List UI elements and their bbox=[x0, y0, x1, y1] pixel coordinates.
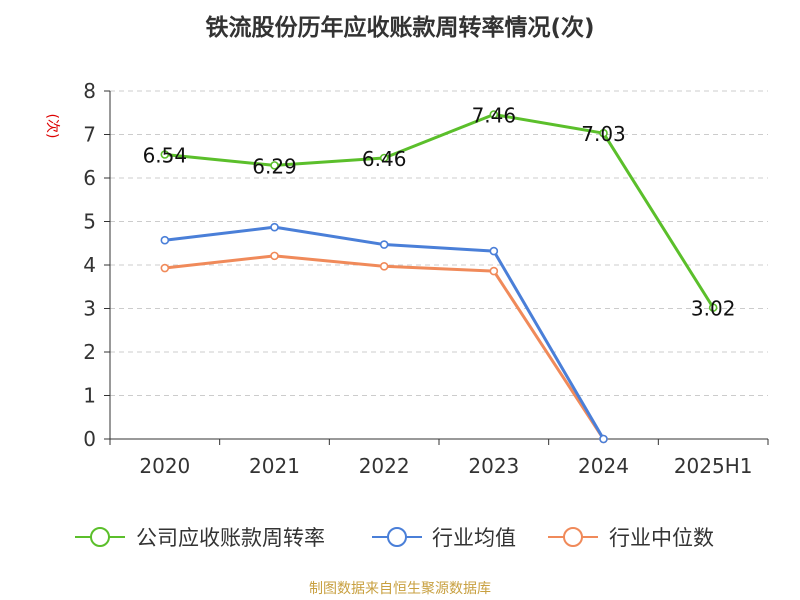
data-point bbox=[379, 262, 389, 271]
data-point bbox=[270, 161, 279, 170]
data-label: 6.46 bbox=[362, 147, 407, 171]
series-line-2 bbox=[164, 254, 605, 440]
x-tick-label: 2022 bbox=[359, 454, 410, 478]
data-label: 7.03 bbox=[581, 122, 626, 146]
data-label: 6.54 bbox=[143, 144, 188, 168]
series-line-0 bbox=[164, 112, 715, 309]
x-tick-label: 2024 bbox=[578, 454, 629, 478]
grid-lines bbox=[110, 90, 768, 396]
legend-marker bbox=[387, 527, 407, 547]
data-label: 7.46 bbox=[472, 103, 517, 127]
x-tick-label: 2021 bbox=[249, 454, 300, 478]
series-line-1 bbox=[164, 225, 605, 440]
data-labels: 6.54 6.29 6.46 7.46 7.03 3.02 bbox=[143, 103, 736, 320]
data-point bbox=[708, 303, 718, 312]
y-tick-label: 2 bbox=[83, 340, 96, 364]
y-tick-label: 6 bbox=[83, 166, 96, 190]
series bbox=[160, 110, 718, 444]
legend-label: 行业中位数 bbox=[609, 526, 714, 550]
x-tick-label: 2020 bbox=[139, 454, 190, 478]
y-tick-label: 5 bbox=[83, 210, 96, 234]
data-point bbox=[379, 240, 389, 249]
axes: 0 1 2 3 4 5 6 7 8 (次) 2020 2021 2022 2023 2024 2025H1 bbox=[44, 79, 769, 478]
legend-marker bbox=[563, 527, 583, 547]
data-label: 6.29 bbox=[252, 154, 297, 178]
x-tick-label: 2023 bbox=[468, 454, 519, 478]
data-point bbox=[160, 235, 170, 245]
data-point bbox=[379, 153, 389, 163]
y-tick-label: 1 bbox=[83, 384, 96, 408]
y-tick-label: 4 bbox=[83, 253, 96, 277]
y-tick-label: 0 bbox=[83, 427, 96, 451]
data-point bbox=[599, 434, 608, 444]
legend-label: 行业均值 bbox=[432, 526, 516, 550]
data-point bbox=[489, 110, 499, 119]
data-point bbox=[489, 246, 499, 256]
source-note: 制图数据来自恒生聚源数据库 bbox=[309, 581, 491, 597]
data-point bbox=[270, 222, 279, 232]
data-point bbox=[599, 128, 608, 138]
x-tick-label: 2025H1 bbox=[674, 454, 753, 478]
y-tick-label: 8 bbox=[83, 79, 96, 103]
data-point bbox=[160, 150, 170, 159]
legend: 公司应收账款周转率 行业均值 行业中位数 bbox=[75, 526, 714, 550]
data-point bbox=[489, 266, 499, 276]
data-label: 3.02 bbox=[691, 297, 736, 321]
data-point bbox=[270, 251, 279, 261]
legend-label: 公司应收账款周转率 bbox=[136, 526, 325, 550]
y-axis-label: (次) bbox=[44, 114, 60, 139]
data-point bbox=[160, 263, 170, 273]
y-tick-label: 7 bbox=[83, 123, 96, 147]
legend-marker bbox=[90, 527, 110, 547]
y-tick-label: 3 bbox=[83, 297, 96, 321]
chart-title: 铁流股份历年应收账款周转率情况(次) bbox=[205, 15, 595, 41]
